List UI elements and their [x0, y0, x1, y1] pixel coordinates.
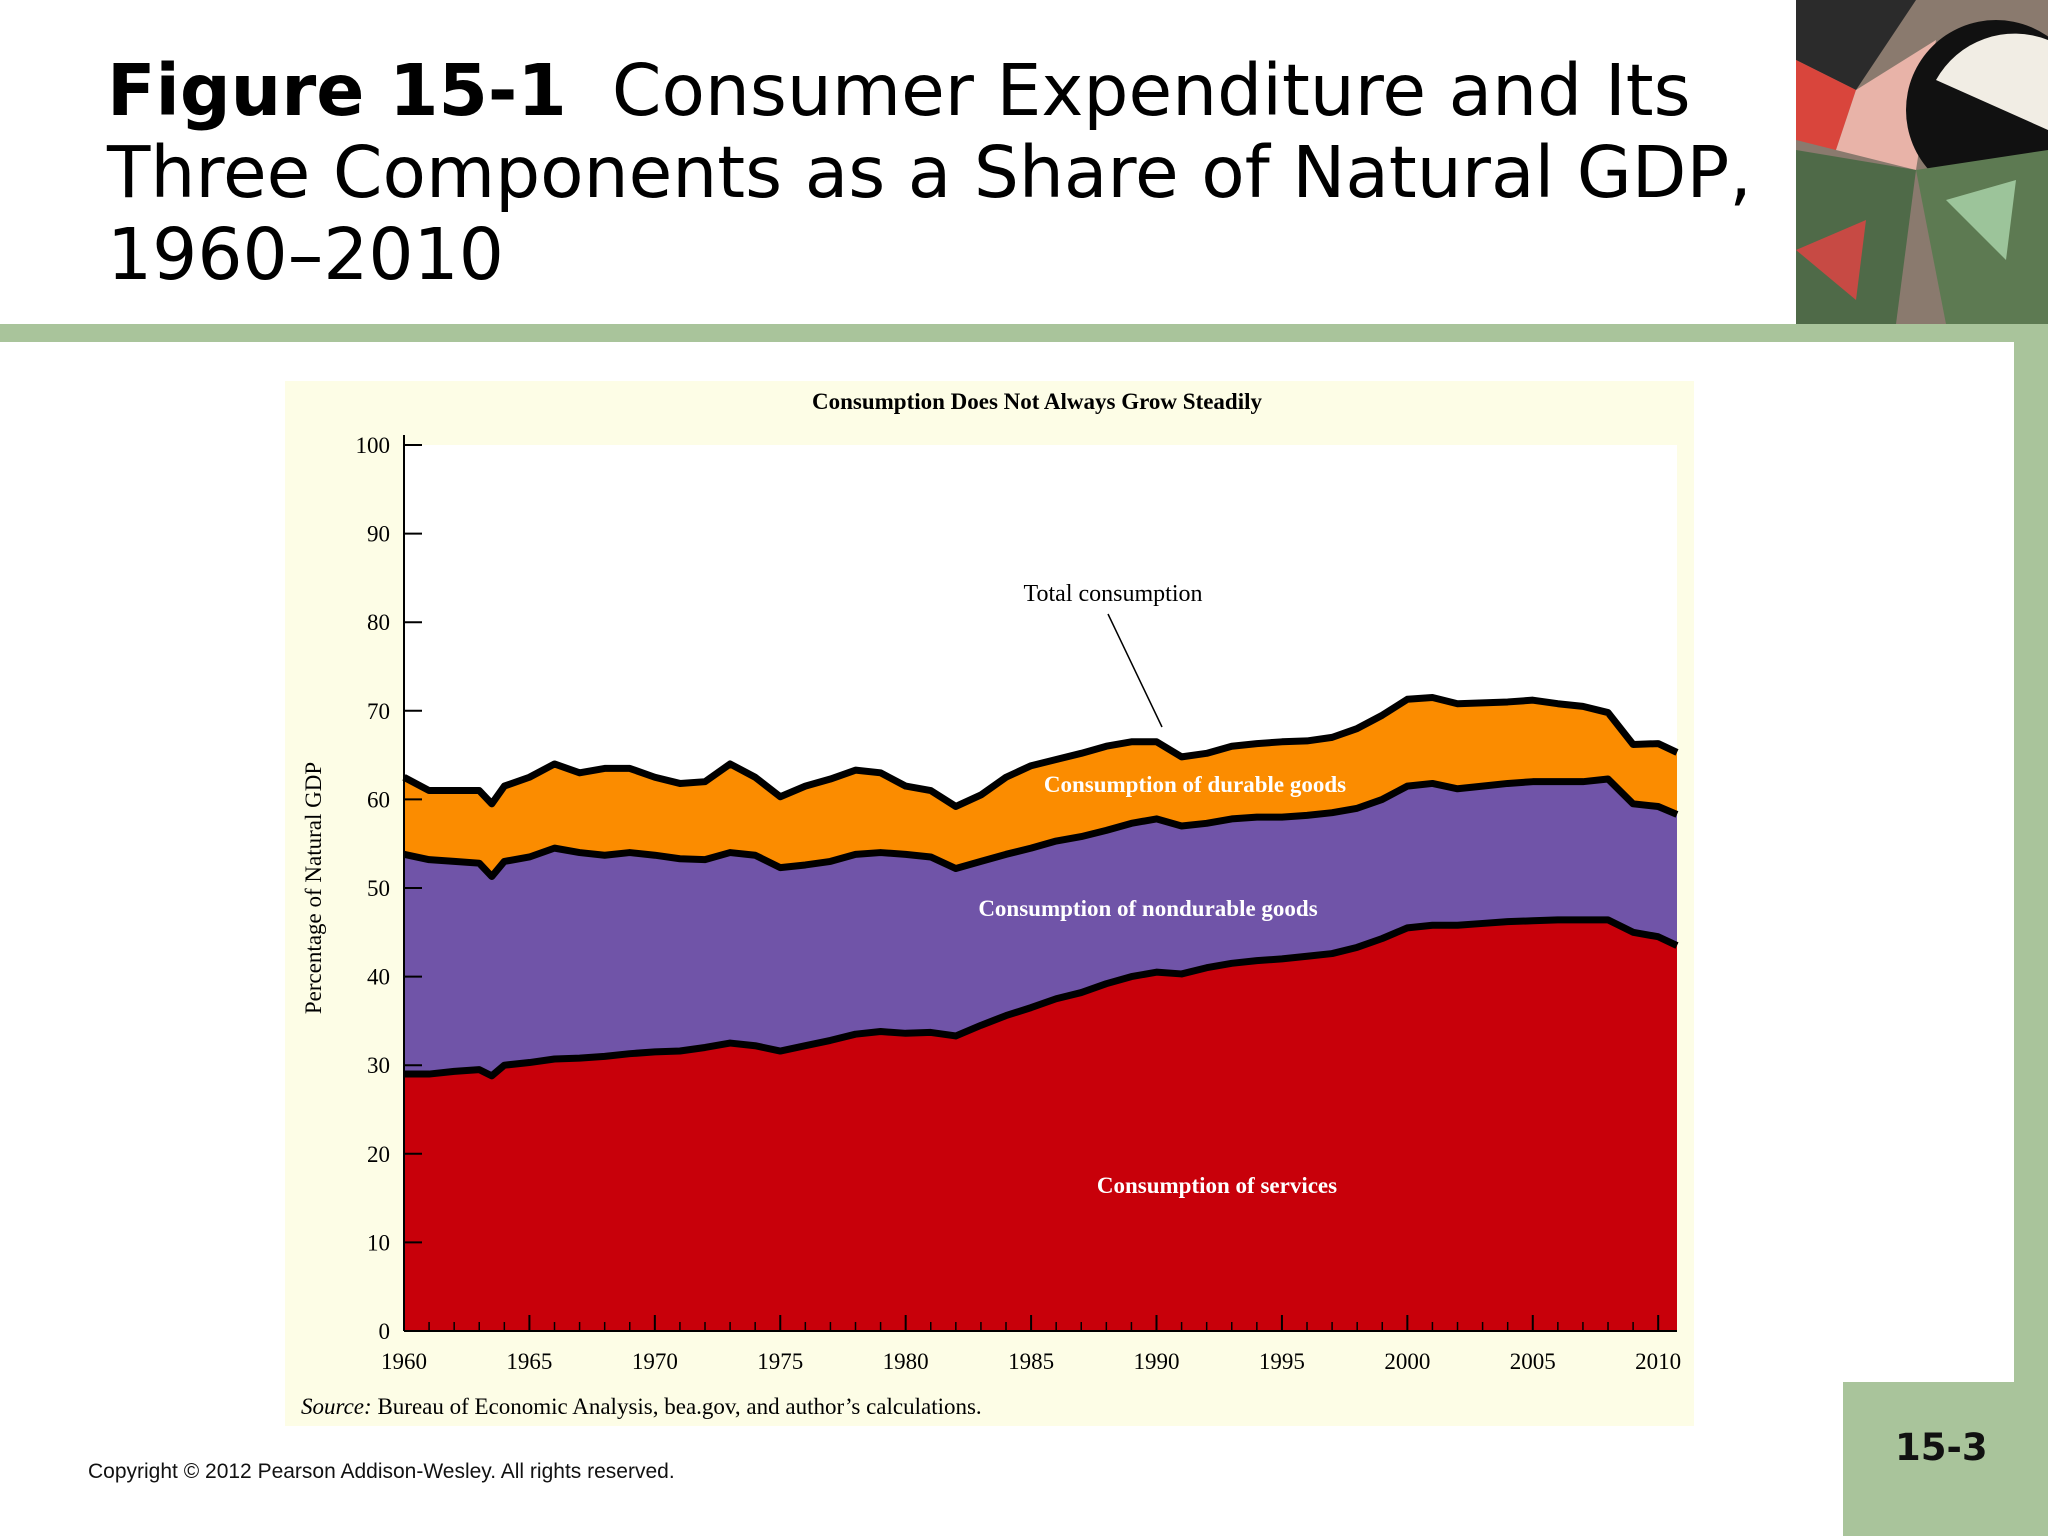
annotation-leader-line	[1107, 613, 1163, 728]
page-number-box	[1843, 1382, 2048, 1536]
stacked-area-chart: 0 10 20 30 40 50 60 70 80 90 100 1960 1965 1970 1975 19…	[301, 389, 1681, 1419]
annotation-total-consumption: Total consumption	[1024, 581, 1203, 607]
boundary-line-1	[404, 916, 1679, 1080]
x-tick-label: 1990	[1134, 1349, 1180, 1374]
x-tick-label: 2010	[1635, 1349, 1681, 1374]
x-tick-label: 1970	[632, 1349, 678, 1374]
source-note: Source: Bureau of Economic Analysis, bea…	[301, 1394, 982, 1419]
source-prefix: Source:	[301, 1394, 372, 1419]
header-divider	[0, 324, 2048, 342]
y-tick-label: 30	[367, 1053, 390, 1078]
x-tick-label: 1975	[757, 1349, 803, 1374]
total-consumption-line	[402, 694, 1679, 810]
y-tick-label: 10	[367, 1230, 390, 1255]
x-tick-label: 1995	[1259, 1349, 1305, 1374]
area-consumption-of-services	[404, 919, 1677, 1331]
y-tick-label: 90	[367, 522, 390, 547]
y-tick-label: 40	[367, 965, 390, 990]
x-tick-label: 2000	[1384, 1349, 1430, 1374]
label-durable-goods: Consumption of durable goods	[1044, 772, 1346, 797]
copyright-notice: Copyright © 2012 Pearson Addison-Wesley.…	[88, 1460, 675, 1483]
label-nondurable-goods: Consumption of nondurable goods	[978, 896, 1317, 921]
y-tick-label: 50	[367, 876, 390, 901]
x-tick-label: 1985	[1008, 1349, 1054, 1374]
x-tick-label: 1965	[506, 1349, 552, 1374]
figure-label: Figure 15-1	[107, 49, 567, 132]
boundary-line-2	[403, 775, 1679, 880]
label-services: Consumption of services	[1097, 1173, 1337, 1198]
x-tick-label: 1980	[883, 1349, 929, 1374]
y-tick-label: 100	[356, 433, 391, 458]
decorative-artwork	[1796, 0, 2048, 324]
slide-title: Figure 15-1 Consumer Expenditure and Its…	[107, 50, 1787, 296]
area-consumption-of-durable-goods	[404, 697, 1677, 877]
area-consumption-of-nondurable-goods	[404, 779, 1677, 1076]
y-tick-label: 80	[367, 610, 390, 635]
page-number: 15-3	[1895, 1426, 1988, 1469]
y-tick-label: 20	[367, 1142, 390, 1167]
figure-title: Consumer Expenditure and Its Three Compo…	[107, 49, 1752, 296]
source-text: Bureau of Economic Analysis, bea.gov, an…	[377, 1394, 981, 1419]
side-accent-strip	[2014, 342, 2048, 1382]
y-tick-label: 60	[367, 787, 390, 812]
chart-title: Consumption Does Not Always Grow Steadil…	[812, 389, 1263, 414]
y-tick-label: 0	[379, 1319, 391, 1344]
y-tick-label: 70	[367, 699, 390, 724]
x-tick-label: 1960	[381, 1349, 427, 1374]
y-axis-label: Percentage of Natural GDP	[301, 762, 326, 1014]
x-tick-label: 2005	[1510, 1349, 1556, 1374]
chart-panel: 0 10 20 30 40 50 60 70 80 90 100 1960 1965 1970 1975 19…	[285, 381, 1694, 1426]
